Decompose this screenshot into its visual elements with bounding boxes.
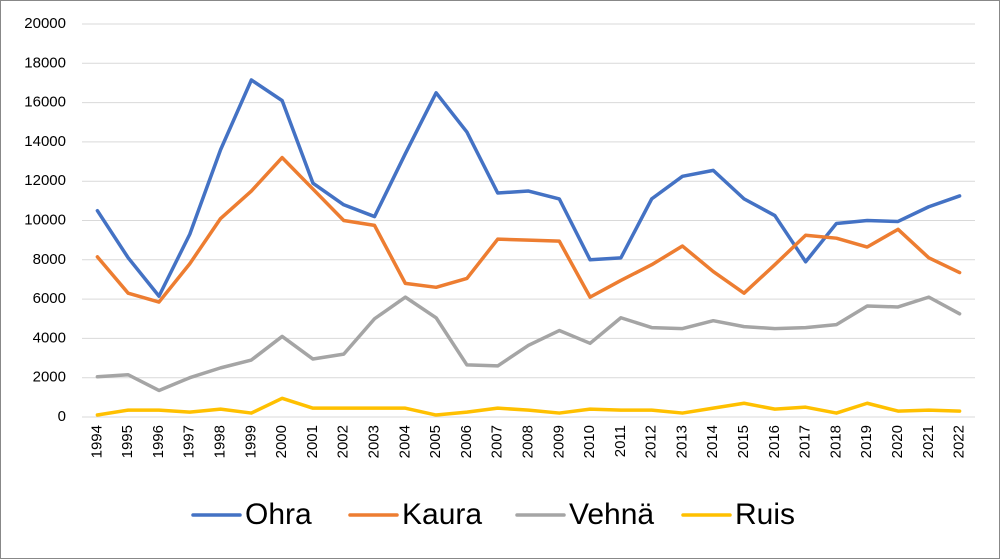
x-tick-label: 2009 bbox=[550, 425, 567, 458]
x-tick-label: 2010 bbox=[581, 425, 598, 458]
y-tick-label: 16000 bbox=[24, 94, 66, 111]
x-tick-label: 2018 bbox=[827, 425, 844, 458]
x-tick-label: 2013 bbox=[673, 425, 690, 458]
line bbox=[95, 155, 962, 304]
legend-label: Kaura bbox=[402, 498, 482, 531]
x-tick-label: 2004 bbox=[396, 425, 413, 458]
x-tick-label: 2007 bbox=[489, 425, 506, 458]
y-tick-label: 10000 bbox=[24, 211, 66, 228]
x-tick-label: 1998 bbox=[212, 425, 229, 458]
line bbox=[95, 78, 962, 298]
x-tick-label: 2015 bbox=[735, 425, 752, 458]
y-tick-label: 8000 bbox=[33, 251, 66, 268]
x-tick-label: 1994 bbox=[88, 425, 105, 458]
x-tick-label: 2016 bbox=[766, 425, 783, 458]
y-tick-label: 6000 bbox=[33, 290, 66, 307]
x-tick-label: 2002 bbox=[335, 425, 352, 458]
x-tick-label: 2003 bbox=[366, 425, 383, 458]
x-tick-label: 2017 bbox=[797, 425, 814, 458]
y-tick-label: 0 bbox=[58, 408, 66, 425]
x-tick-label: 2001 bbox=[304, 425, 321, 458]
y-tick-label: 12000 bbox=[24, 172, 66, 189]
x-tick-label: 2005 bbox=[427, 425, 444, 458]
x-tick-label: 2021 bbox=[920, 425, 937, 458]
y-tick-label: 20000 bbox=[24, 15, 66, 32]
y-tick-label: 18000 bbox=[24, 54, 66, 71]
x-tick-label: 2019 bbox=[858, 425, 875, 458]
x-tick-label: 2008 bbox=[519, 425, 536, 458]
x-tick-label: 2006 bbox=[458, 425, 475, 458]
legend-label: Vehnä bbox=[569, 498, 654, 531]
line bbox=[95, 396, 962, 417]
y-tick-label: 2000 bbox=[33, 369, 66, 386]
x-tick-label: 2011 bbox=[612, 425, 629, 457]
y-tick-label: 4000 bbox=[33, 329, 66, 346]
x-tick-label: 1997 bbox=[181, 425, 198, 458]
x-tick-label: 2020 bbox=[889, 425, 906, 458]
legend-label: Ruis bbox=[735, 498, 795, 531]
x-tick-label: 2014 bbox=[704, 425, 721, 458]
x-tick-label: 2012 bbox=[643, 425, 660, 458]
y-tick-label: 14000 bbox=[24, 133, 66, 150]
x-tick-label: 1996 bbox=[150, 425, 167, 458]
legend-label: Ohra bbox=[245, 498, 312, 531]
x-tick-label: 1995 bbox=[119, 425, 136, 458]
x-tick-label: 2022 bbox=[951, 425, 968, 458]
x-tick-label: 1999 bbox=[242, 425, 259, 458]
line bbox=[95, 295, 962, 393]
x-tick-label: 2000 bbox=[273, 425, 290, 458]
